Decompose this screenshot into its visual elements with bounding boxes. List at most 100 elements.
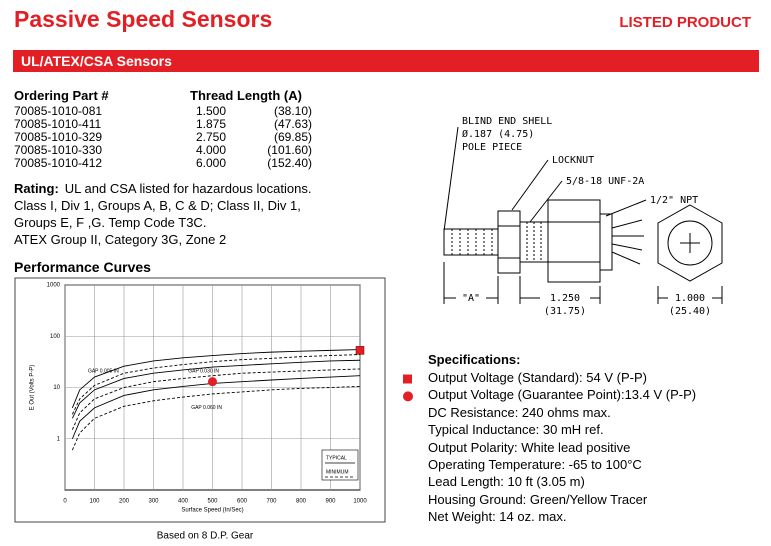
y-tick-label: 1: [57, 436, 61, 442]
drawing-label: LOCKNUT: [552, 155, 594, 166]
rating-text: ATEX Group II, Category 3G, Zone 2: [14, 232, 227, 247]
x-tick-label: 900: [325, 499, 336, 505]
x-tick-label: 500: [207, 499, 218, 505]
legend-box: [321, 449, 359, 481]
drawing-label: 1.000: [675, 293, 705, 304]
shape: [547, 199, 601, 283]
leader: [443, 126, 647, 232]
curve: [71, 375, 361, 439]
drawing-label: (25.40): [669, 306, 711, 317]
column-header: Ordering Part #: [14, 88, 109, 103]
thread-mm: (101.60): [267, 143, 312, 157]
shape: [498, 225, 520, 259]
y-axis-label: E Out (Volts P-P): [30, 365, 36, 411]
x-tick-label: 0: [63, 499, 67, 505]
shape: [548, 221, 600, 263]
spec-item: Housing Ground: Green/Yellow Tracer: [428, 491, 648, 507]
spec-item: Output Voltage (Guarantee Point):13.4 V …: [428, 387, 697, 403]
page-title: Passive Speed Sensors: [14, 6, 273, 32]
shape: [451, 229, 493, 255]
spec-item: Operating Temperature: -65 to 100°C: [428, 457, 642, 472]
drawing-label: BLIND END SHELL: [462, 116, 552, 127]
point: [208, 377, 217, 387]
y-tick-label: 10: [53, 385, 60, 391]
dimension: [657, 233, 723, 304]
thread-in: 2.750: [196, 130, 227, 144]
rating-label: Rating:: [14, 181, 59, 196]
point: [355, 346, 365, 355]
shape: [600, 213, 644, 271]
x-tick-label: 100: [89, 499, 100, 505]
badge: LISTED PRODUCT: [619, 14, 751, 31]
shape: [497, 210, 521, 274]
chart-caption: Based on 8 D.P. Gear: [157, 531, 254, 542]
drawing-label: "A": [462, 293, 480, 304]
spec-item: DC Resistance: 240 ohms max.: [428, 404, 611, 420]
rating-line: Class I, Div 1, Groups A, B, C & D; Clas…: [14, 197, 311, 214]
thread-mm: (47.63): [273, 117, 312, 131]
rating-line: Groups E, F ,G. Temp Code T3C.: [14, 214, 311, 231]
rating-line: ATEX Group II, Category 3G, Zone 2: [14, 231, 311, 248]
curve: [71, 349, 361, 409]
part-number: 70085-1010-411: [14, 117, 102, 131]
spec-item: Output Voltage (Standard): 54 V (P-P): [428, 370, 647, 385]
x-tick-label: 600: [237, 499, 248, 505]
part-number: 70085-1010-081: [14, 104, 103, 118]
x-tick-label: 200: [119, 499, 130, 505]
thread-mm: (38.10): [273, 104, 312, 118]
shape: [657, 204, 723, 282]
rating: Rating: UL and CSA listed for hazardous l…: [14, 180, 311, 248]
x-tick-label: 700: [266, 499, 277, 505]
legend-label: MINIMUM: [326, 469, 349, 475]
thread-mm: (152.40): [267, 156, 312, 170]
drawing-label: Ø.187 (4.75): [462, 128, 534, 140]
x-axis-label: Surface Speed (In/Sec): [181, 508, 243, 514]
rating-text: Groups E, F ,G. Temp Code T3C.: [14, 215, 207, 230]
shape: [667, 220, 713, 266]
spec-marker: [403, 391, 413, 402]
spec-item: Net Weight: 14 oz. max.: [428, 509, 567, 525]
drawing-label: (31.75): [544, 306, 586, 317]
x-tick-label: 800: [296, 499, 307, 505]
rating-text: UL and CSA listed for hazardous location…: [64, 181, 312, 196]
y-tick-label: 100: [50, 334, 61, 340]
drawing-label: 1.250: [550, 293, 580, 304]
rating-line: Rating: UL and CSA listed for hazardous l…: [14, 180, 311, 197]
curve: [71, 368, 361, 430]
sensor-drawing: [443, 126, 723, 304]
drawing-label: 5/8-18 UNF-2A: [566, 176, 644, 187]
column-header: Thread Length (A): [190, 88, 302, 103]
thread-in: 4.000: [196, 143, 227, 157]
curve: [71, 354, 361, 415]
shape: [526, 222, 542, 262]
x-tick-label: 1000: [353, 499, 367, 505]
thread-mm: (69.85): [273, 130, 312, 144]
annotation: GAP 0.030 IN: [188, 368, 219, 374]
chart-title: Performance Curves: [14, 259, 151, 275]
curve: [71, 359, 361, 419]
section-title: UL/ATEX/CSA Sensors: [21, 53, 172, 69]
drawing-label: POLE PIECE: [462, 142, 522, 153]
legend-label: TYPICAL: [326, 455, 347, 461]
curve: [71, 385, 361, 451]
x-tick-label: 400: [178, 499, 189, 505]
part-number: 70085-1010-412: [14, 156, 103, 170]
spec-marker: [403, 374, 412, 384]
thread-in: 1.875: [196, 117, 227, 131]
part-number: 70085-1010-329: [14, 130, 103, 144]
section-bar: UL/ATEX/CSA Sensors: [13, 50, 759, 72]
annotation: GAP 0.005 IN: [88, 368, 119, 374]
drawing-label: 1/2" NPT: [650, 195, 698, 206]
specs-title: Specifications:: [428, 352, 521, 367]
x-tick-label: 300: [148, 499, 159, 505]
chart-frame: [14, 277, 386, 523]
thread-in: 6.000: [196, 156, 227, 170]
annotation: GAP 0.060 IN: [191, 405, 222, 411]
dimension: [443, 262, 601, 304]
spec-item: Output Polarity: White lead positive: [428, 439, 631, 455]
spec-item: Lead Length: 10 ft (3.05 m): [428, 474, 585, 490]
y-tick-label: 1000: [47, 283, 61, 289]
spec-item: Typical Inductance: 30 mH ref.: [428, 422, 604, 438]
